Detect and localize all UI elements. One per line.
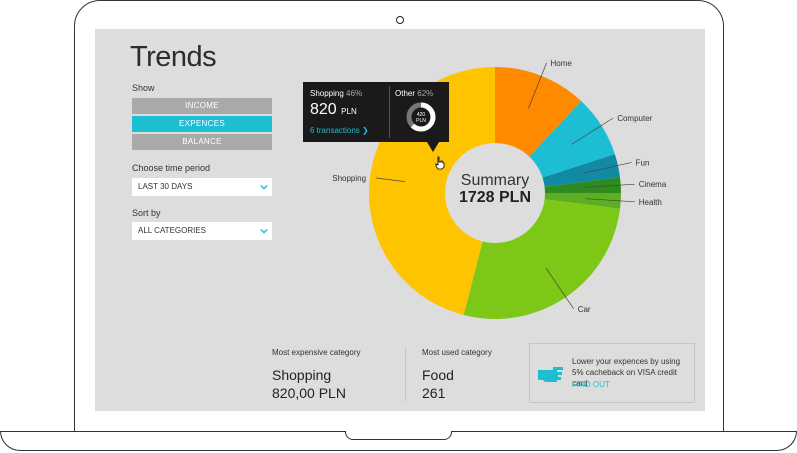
most-expensive-name: Shopping [272,367,332,383]
show-label: Show [132,83,155,93]
pie-label-cinema: Cinema [639,180,667,189]
time-period-label: Choose time period [132,163,211,173]
pie-label-car: Car [578,305,591,314]
tooltip-left-amount: 820 [310,101,337,118]
pie-leader-car [545,267,574,309]
tooltip-left-pct: 46% [346,89,363,98]
summary-title: Summary [460,172,530,189]
tooltip-right-header: Other 62% [395,89,433,98]
most-expensive-label: Most expensive category [272,348,361,357]
laptop-notch [345,431,452,440]
pie-leader-health [585,198,635,203]
tooltip-left-header: Shopping 46% [310,89,362,98]
sort-by-select[interactable]: ALL CATEGORIES [132,222,272,240]
hand-cursor-icon [435,156,445,170]
promo-card: Lower your expences by using 5% cachebac… [529,343,695,403]
category-tooltip: Shopping 46% 820 PLN 6 transactions ❯ Ot… [303,82,449,142]
find-out-link[interactable]: FIND OUT [572,380,610,389]
pointing-hand-icon [538,367,563,382]
tooltip-left-unit: PLN [341,107,357,116]
sort-by-value: ALL CATEGORIES [138,226,207,235]
chevron-down-icon [260,228,268,234]
tooltip-arrow [427,142,439,152]
most-used-label: Most used category [422,348,492,357]
pie-label-shopping: Shopping [332,174,366,183]
pie-leader-cinema [585,183,635,188]
pie-label-health: Health [639,198,662,207]
promo-text: Lower your expences by using 5% cachebac… [572,357,681,388]
most-used-value: 261 [422,385,446,401]
tooltip-divider [389,86,390,138]
most-expensive-value: 820,00 PLN [272,385,346,401]
transactions-link-label: 6 transactions [310,126,360,135]
page-title: Trends [130,41,217,73]
time-period-value: LAST 30 DAYS [138,182,193,191]
camera-icon [396,16,404,24]
other-donut-chart: 420 PLN [406,102,436,132]
transactions-link[interactable]: 6 transactions ❯ [310,126,369,135]
other-donut-arc [406,102,436,132]
app-screen: Trends Show INCOME EXPENCES BALANCE Choo… [95,29,705,411]
summary-value: 1728 PLN [458,189,532,206]
chevron-down-icon [260,184,268,190]
time-period-select[interactable]: LAST 30 DAYS [132,178,272,196]
show-balance-button[interactable]: BALANCE [132,134,272,150]
pie-label-home: Home [551,59,573,68]
most-used-name: Food [422,367,454,383]
pie-leader-fun [583,162,632,174]
pie-leader-computer [571,117,614,145]
sort-by-label: Sort by [132,208,161,218]
chevron-right-icon: ❯ [362,126,369,135]
show-expences-button[interactable]: EXPENCES [132,116,272,132]
stats-divider [405,347,406,402]
donut-value: 420 [417,112,426,118]
pie-leader-shopping [376,177,406,182]
pie-label-computer: Computer [617,114,652,123]
pie-center-hole [445,143,545,243]
pie-leader-home [528,62,547,109]
donut-unit: PLN [416,118,426,124]
tooltip-left-amount-row: 820 PLN [310,101,357,119]
pie-label-fun: Fun [636,158,650,167]
tooltip-right-name: Other [395,89,416,98]
tooltip-left-name: Shopping [310,89,344,98]
show-income-button[interactable]: INCOME [132,98,272,114]
tooltip-right-pct: 62% [417,89,434,98]
